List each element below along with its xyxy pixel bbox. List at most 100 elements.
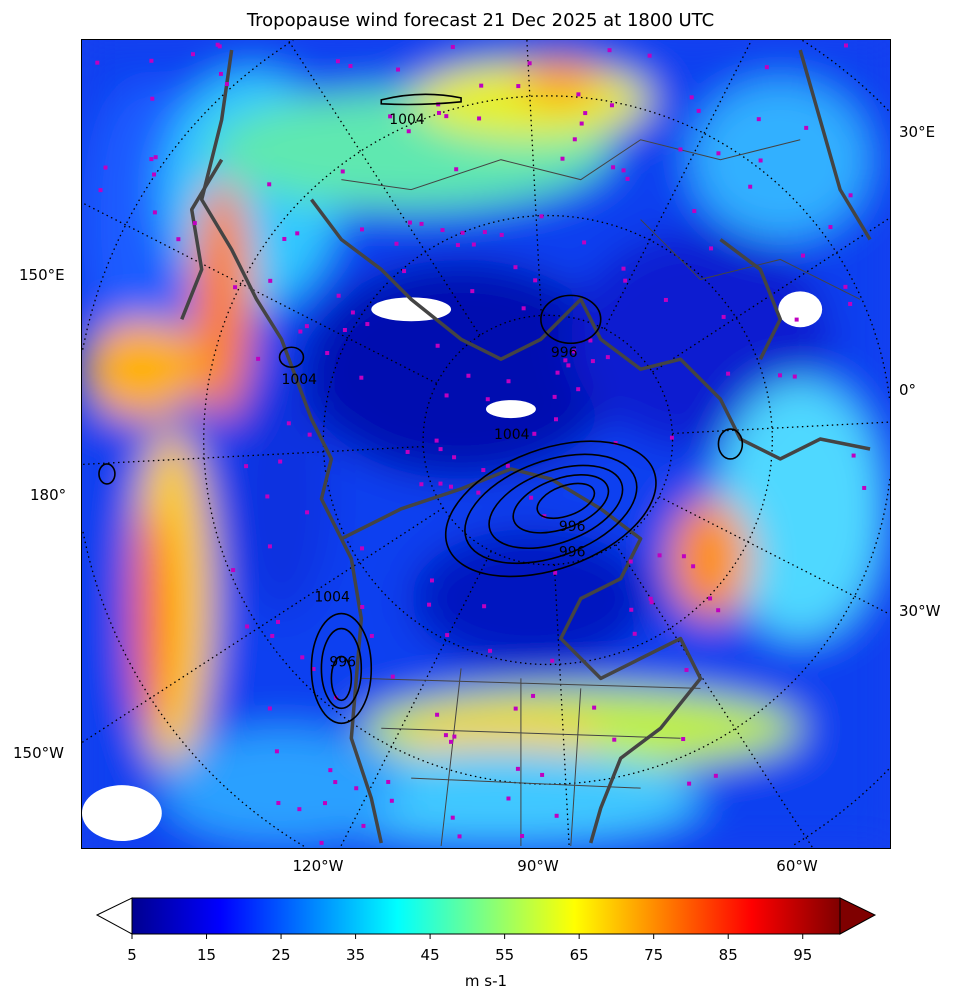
- station-marker: [325, 351, 330, 356]
- meridian-line: [603, 40, 753, 330]
- station-marker: [438, 481, 443, 486]
- station-marker: [215, 42, 220, 47]
- contour-label: 996: [551, 345, 578, 361]
- station-marker: [532, 431, 537, 436]
- station-marker: [629, 607, 634, 612]
- lon-label-bottom: 90°W: [517, 857, 559, 875]
- station-marker: [520, 833, 525, 838]
- station-marker: [764, 65, 769, 70]
- colorbar-tick-label: 5: [127, 946, 137, 964]
- station-marker: [470, 289, 475, 294]
- station-marker: [427, 602, 432, 607]
- station-marker: [152, 210, 157, 215]
- station-marker: [716, 151, 721, 156]
- station-marker: [434, 438, 439, 443]
- colorbar-tick-label: 75: [644, 946, 664, 964]
- station-marker: [843, 284, 848, 289]
- station-marker: [588, 338, 593, 343]
- contour-label: 1004: [494, 427, 530, 443]
- station-marker: [691, 564, 696, 569]
- station-marker: [592, 705, 597, 710]
- station-marker: [851, 453, 856, 458]
- station-marker: [625, 176, 630, 181]
- station-marker: [455, 243, 460, 248]
- station-marker: [756, 117, 761, 122]
- station-marker: [513, 265, 518, 270]
- station-marker: [560, 156, 565, 161]
- colorbar-tick-label: 55: [495, 946, 515, 964]
- meridian-line: [82, 445, 424, 466]
- station-marker: [566, 363, 571, 368]
- wind-speed-field: 1004 1004 996 1004 996 996 996 1004: [82, 40, 890, 848]
- station-marker: [336, 293, 341, 298]
- station-marker: [748, 184, 753, 189]
- lon-label-left: 150°E: [19, 266, 65, 284]
- station-marker: [681, 554, 686, 559]
- colorbar-over-extension: [839, 897, 877, 935]
- station-marker: [471, 242, 476, 247]
- contour-label: 1004: [314, 590, 350, 606]
- station-marker: [98, 188, 103, 193]
- station-marker: [435, 712, 440, 717]
- station-marker: [361, 823, 366, 828]
- station-marker: [689, 95, 694, 100]
- lon-label-bottom: 60°W: [776, 857, 818, 875]
- station-marker: [286, 421, 291, 426]
- station-marker: [450, 815, 455, 820]
- borders: [341, 139, 861, 847]
- station-marker: [460, 230, 465, 235]
- station-marker: [233, 285, 238, 290]
- station-marker: [506, 796, 511, 801]
- station-marker: [552, 394, 557, 399]
- station-marker: [485, 397, 490, 402]
- lon-label-bottom: 120°W: [292, 857, 344, 875]
- station-marker: [342, 327, 347, 332]
- station-marker: [369, 633, 374, 638]
- station-marker: [244, 464, 249, 469]
- station-marker: [828, 225, 833, 230]
- station-marker: [224, 82, 229, 87]
- colorbar: [95, 897, 877, 939]
- station-marker: [583, 111, 588, 116]
- station-marker: [794, 317, 799, 322]
- station-marker: [386, 779, 391, 784]
- station-marker: [152, 172, 157, 177]
- station-marker: [481, 468, 486, 473]
- station-marker: [436, 110, 441, 115]
- station-marker: [499, 232, 504, 237]
- station-marker: [553, 570, 558, 575]
- station-markers: [95, 42, 867, 845]
- station-marker: [801, 253, 806, 258]
- station-marker: [628, 559, 633, 564]
- station-marker: [632, 631, 637, 636]
- station-marker: [153, 155, 158, 160]
- station-marker: [429, 578, 434, 583]
- colorbar-gradient: [131, 897, 841, 935]
- station-marker: [521, 306, 526, 311]
- station-marker: [721, 314, 726, 319]
- station-marker: [649, 600, 654, 605]
- coastlines: [180, 49, 872, 844]
- station-marker: [176, 237, 181, 242]
- station-marker: [359, 375, 364, 380]
- station-marker: [348, 64, 353, 68]
- station-marker: [513, 706, 518, 711]
- station-marker: [305, 510, 310, 515]
- station-marker: [621, 168, 626, 173]
- station-marker: [419, 221, 424, 226]
- contour-labels: 1004 1004 996 1004 996 996 996 1004: [282, 112, 586, 671]
- station-marker: [276, 800, 281, 805]
- station-marker: [792, 374, 797, 379]
- station-marker: [687, 781, 692, 786]
- station-marker: [482, 230, 487, 235]
- station-marker: [360, 227, 365, 232]
- station-marker: [389, 798, 394, 803]
- station-marker: [555, 370, 560, 375]
- station-marker: [394, 241, 399, 246]
- station-marker: [444, 114, 449, 119]
- station-marker: [300, 655, 305, 660]
- station-marker: [482, 604, 487, 609]
- station-marker: [572, 137, 577, 142]
- lon-label-right: 0°: [899, 381, 917, 399]
- meridian-line: [82, 507, 444, 744]
